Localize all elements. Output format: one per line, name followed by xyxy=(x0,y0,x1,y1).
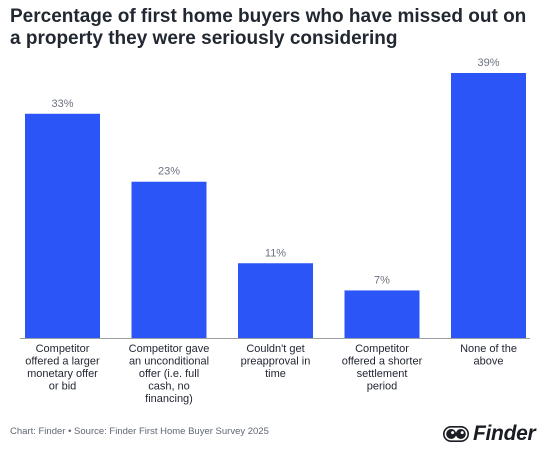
bar-2 xyxy=(131,181,207,338)
category-label-line: period xyxy=(367,381,398,393)
value-label-4: 7% xyxy=(374,274,390,286)
category-label-line: or bid xyxy=(49,381,77,393)
category-label-line: Competitor xyxy=(355,343,409,355)
category-label-line: offered a larger xyxy=(25,356,100,368)
bar-4 xyxy=(344,290,420,338)
category-label-4: Competitor offered a shorter settlement per… xyxy=(342,343,423,393)
value-label-1: 33% xyxy=(51,98,73,110)
category-label-line: cash, no xyxy=(148,381,190,393)
value-label-2: 23% xyxy=(158,166,180,178)
bar-5 xyxy=(451,73,526,338)
category-label-2: Competitor gave an unconditional offer (i.… xyxy=(129,343,210,405)
category-label-line: settlement xyxy=(357,368,408,380)
category-label-line: offer (i.e. full xyxy=(139,368,199,380)
category-label-line: an unconditional xyxy=(129,356,209,368)
finder-eyes-icon xyxy=(443,426,469,442)
chart-title: Percentage of first home buyers who have… xyxy=(10,6,527,49)
category-label-line: time xyxy=(265,368,286,380)
category-label-line: Competitor gave xyxy=(129,343,210,355)
category-label-line: Couldn't get xyxy=(246,343,304,355)
category-label-line: None of the xyxy=(460,343,517,355)
chart-source-footer: Chart: Finder • Source: Finder First Hom… xyxy=(10,426,269,437)
category-label-line: monetary offer xyxy=(27,368,98,380)
finder-wordmark: Finder xyxy=(473,422,536,445)
value-label-5: 39% xyxy=(477,57,499,69)
value-label-3: 11% xyxy=(265,247,286,259)
category-label-line: above xyxy=(474,356,504,368)
category-label-5: None of the above xyxy=(460,343,517,368)
bar-chart: 33%Competitor offered a larger monetary of… xyxy=(20,57,530,405)
category-label-line: offered a shorter xyxy=(342,356,423,368)
category-label-line: Competitor xyxy=(36,343,90,355)
category-label-line: financing) xyxy=(145,393,193,405)
category-label-line: preapproval in xyxy=(241,356,311,368)
bar-1 xyxy=(25,113,100,339)
bar-3 xyxy=(238,263,313,338)
category-label-3: Couldn't get preapproval in time xyxy=(241,343,311,380)
finder-logo: Finder xyxy=(443,422,536,446)
category-label-1: Competitor offered a larger monetary offer… xyxy=(25,343,100,393)
